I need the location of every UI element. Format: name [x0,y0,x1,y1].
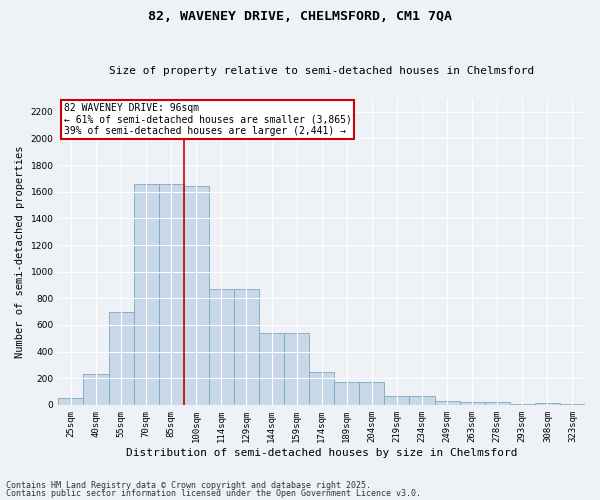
Bar [284,333,309,405]
Bar [159,184,184,405]
Title: Size of property relative to semi-detached houses in Chelmsford: Size of property relative to semi-detach… [109,66,535,76]
Bar [560,404,585,405]
Bar [385,396,409,405]
Bar [83,374,109,405]
Bar [409,396,434,405]
Bar [460,402,485,405]
Y-axis label: Number of semi-detached properties: Number of semi-detached properties [15,146,25,358]
Bar [309,372,334,405]
Text: Contains public sector information licensed under the Open Government Licence v3: Contains public sector information licen… [6,488,421,498]
Bar [109,312,134,405]
Bar [134,184,159,405]
Bar [535,403,560,405]
Bar [259,333,284,405]
Bar [510,404,535,405]
Bar [209,289,234,405]
Text: 82, WAVENEY DRIVE, CHELMSFORD, CM1 7QA: 82, WAVENEY DRIVE, CHELMSFORD, CM1 7QA [148,10,452,23]
Bar [359,382,385,405]
X-axis label: Distribution of semi-detached houses by size in Chelmsford: Distribution of semi-detached houses by … [126,448,517,458]
Bar [184,186,209,405]
Bar [485,402,510,405]
Bar [234,289,259,405]
Text: 82 WAVENEY DRIVE: 96sqm
← 61% of semi-detached houses are smaller (3,865)
39% of: 82 WAVENEY DRIVE: 96sqm ← 61% of semi-de… [64,103,352,136]
Text: Contains HM Land Registry data © Crown copyright and database right 2025.: Contains HM Land Registry data © Crown c… [6,481,371,490]
Bar [334,382,359,405]
Bar [58,398,83,405]
Bar [434,401,460,405]
